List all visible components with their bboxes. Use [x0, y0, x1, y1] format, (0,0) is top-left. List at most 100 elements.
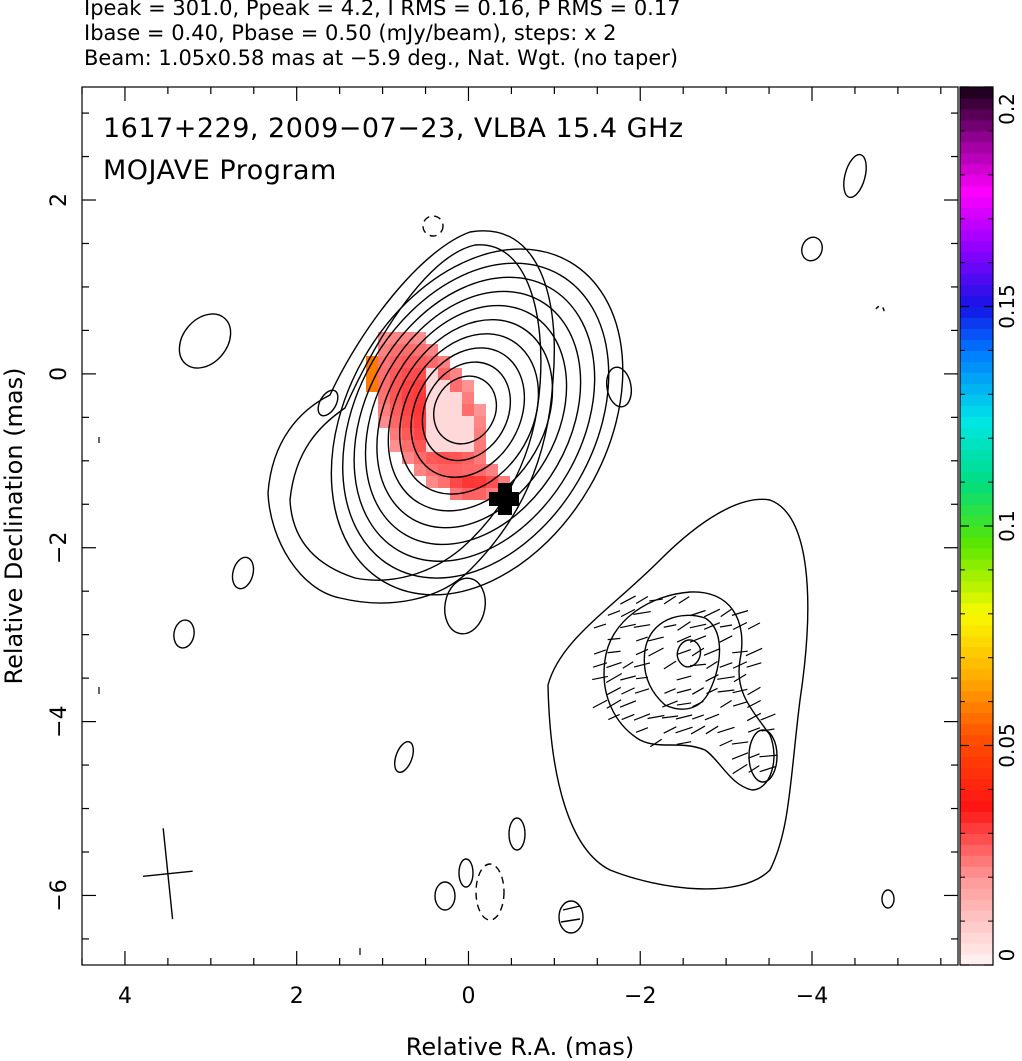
- colorbar-segment: [960, 624, 993, 637]
- noise-contour: [801, 236, 823, 262]
- evpa-vector: [607, 637, 621, 641]
- pol-pixel: [402, 344, 414, 356]
- pol-pixel: [438, 392, 450, 404]
- colorbar-segment: [960, 185, 993, 198]
- colorbar-segment: [960, 866, 993, 878]
- header-line-1: Ipeak = 301.0, Ppeak = 4.2, I RMS = 0.16…: [84, 0, 681, 20]
- pol-pixel: [450, 368, 462, 380]
- evpa-vector: [719, 624, 733, 628]
- evpa-vector: [717, 726, 735, 734]
- evpa-vector: [706, 661, 718, 669]
- evpa-vector: [731, 741, 749, 745]
- pol-pixel: [390, 440, 402, 452]
- colorbar-segment: [960, 174, 993, 187]
- evpa-vector: [621, 713, 635, 721]
- colorbar-segment: [960, 141, 993, 154]
- pol-pixel: [474, 452, 486, 464]
- evpa-vector: [661, 715, 679, 719]
- pol-pixel: [450, 392, 462, 404]
- noise-contour: [605, 366, 633, 408]
- pol-pixel: [474, 464, 486, 476]
- pol-pixel: [414, 440, 426, 452]
- pol-pixel: [438, 476, 450, 488]
- evpa-vector: [620, 623, 636, 629]
- colorbar-segment: [960, 471, 993, 483]
- pol-pixel: [462, 380, 474, 392]
- pol-pixel: [462, 428, 474, 440]
- pol-pixel: [474, 416, 486, 428]
- pol-pixel: [426, 356, 438, 368]
- colorbar-segment: [960, 943, 993, 955]
- evpa-vector: [607, 650, 621, 654]
- colorbar-segment: [960, 811, 993, 823]
- colorbar-segment: [960, 932, 993, 944]
- colorbar-segment: [960, 449, 993, 461]
- colorbar-segment: [960, 734, 993, 747]
- evpa-vector: [733, 673, 747, 683]
- jet-contour: [603, 591, 775, 791]
- colorbar-segment: [960, 196, 993, 209]
- colorbar-segment: [960, 591, 993, 604]
- colorbar-segment: [960, 240, 993, 253]
- evpa-vector: [717, 676, 735, 680]
- jet-outer-contour: [547, 498, 809, 890]
- colorbar-segment: [960, 361, 993, 373]
- pol-pixel: [378, 416, 390, 428]
- core-outer-contour: [289, 244, 542, 581]
- evpa-vector: [676, 649, 692, 655]
- evpa-vector: [703, 608, 721, 618]
- colorbar-segment: [960, 745, 993, 758]
- x-axis-label: Relative R.A. (mas): [406, 1033, 634, 1061]
- contour-detail: [560, 918, 581, 923]
- pol-pixel: [438, 464, 450, 476]
- pol-pixel: [414, 416, 426, 428]
- noise-contour: [394, 741, 414, 773]
- pol-pixel: [426, 440, 438, 452]
- evpa-vector: [690, 663, 706, 667]
- evpa-vector: [732, 763, 748, 775]
- pol-pixel: [450, 452, 462, 464]
- colorbar-segment: [960, 493, 993, 505]
- colorbar-tick-label: 0.2: [995, 93, 1019, 125]
- pol-pixel: [402, 404, 414, 416]
- polarization-vectors: [592, 595, 777, 775]
- colorbar-segment: [960, 657, 993, 670]
- evpa-vector: [747, 622, 761, 630]
- pol-pixel: [426, 380, 438, 392]
- pol-pixel: [414, 392, 426, 404]
- evpa-vector: [608, 713, 620, 721]
- colorbar-segment: [960, 767, 993, 780]
- pol-pixel: [378, 368, 390, 380]
- core-contour: [433, 375, 498, 445]
- colorbar-segment: [960, 152, 993, 165]
- evpa-vector: [703, 648, 721, 656]
- evpa-vector: [692, 714, 704, 720]
- core-contour: [364, 290, 582, 546]
- evpa-vector: [635, 676, 649, 680]
- evpa-vector: [592, 662, 608, 668]
- evpa-vector: [720, 699, 732, 709]
- colorbar-segment: [960, 899, 993, 911]
- jet-contour: [748, 729, 778, 783]
- colorbar-segment: [960, 712, 993, 725]
- colorbar-segment: [960, 855, 993, 867]
- pol-pixel: [390, 332, 402, 344]
- y-tick-label: 0: [47, 367, 72, 381]
- colorbar-segment: [960, 877, 993, 889]
- evpa-vector: [636, 636, 648, 642]
- pol-pixel: [450, 404, 462, 416]
- colorbar-segment: [960, 427, 993, 439]
- colorbar-segment: [960, 580, 993, 593]
- y-tick-label: −6: [47, 879, 72, 911]
- evpa-vector: [649, 738, 663, 748]
- noise-contour: [558, 900, 584, 934]
- colorbar-segment: [960, 207, 993, 220]
- colorbar-segment: [960, 800, 993, 812]
- colorbar-segment: [960, 119, 993, 132]
- pol-pixel: [462, 476, 474, 488]
- noise-contour: [881, 889, 895, 909]
- colorbar-segment: [960, 954, 993, 966]
- colorbar-segment: [960, 778, 993, 790]
- polarization-map: [366, 332, 519, 515]
- colorbar-segment: [960, 372, 993, 384]
